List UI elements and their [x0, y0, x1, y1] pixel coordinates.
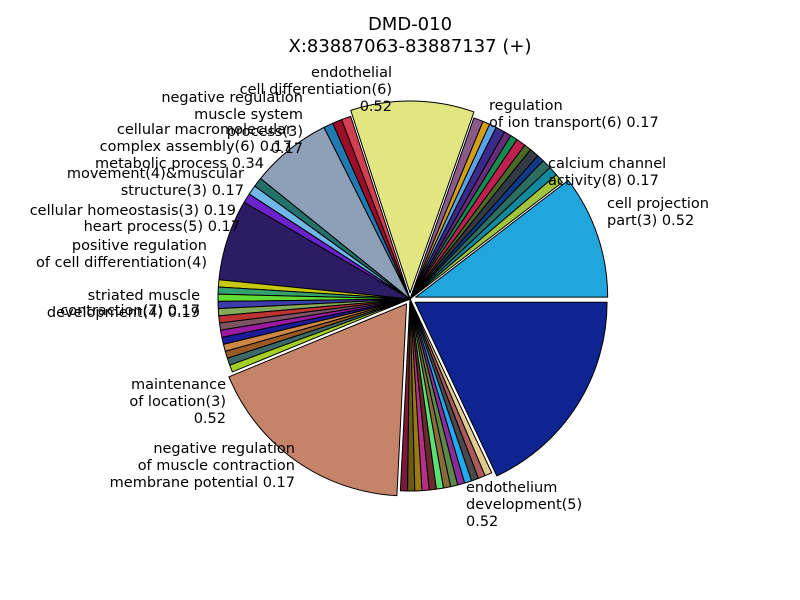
pie-slice — [229, 298, 411, 373]
slice-label: cellular macromolecular complex assembly(… — [100, 122, 292, 155]
chart-title-line-2: X:83887063-83887137 (+) — [289, 36, 532, 57]
slice-label: cell projection part(3) 0.52 — [607, 196, 709, 229]
chart-title-line-1: DMD-010 — [368, 14, 452, 35]
slice-label: calcium channel activity(8) 0.17 — [548, 156, 666, 189]
slice-label: cellular homeostasis(3) 0.19 — [30, 203, 236, 219]
pie-slice — [228, 303, 408, 497]
pie-slice — [409, 298, 493, 477]
pie-slice — [415, 179, 609, 298]
slice-label: negative regulation of muscle contraction… — [110, 441, 295, 491]
pie-slice — [414, 301, 608, 477]
slice-label: endothelial cell differentiation(6) 0.52 — [240, 65, 392, 115]
pie-slice — [409, 117, 484, 300]
slice-label: striated muscle development(4) 0.19 — [47, 288, 200, 321]
slice-label: metabolic process 0.34 — [95, 156, 264, 172]
slice-label: negative regulation muscle system process(… — [161, 90, 303, 157]
slice-label: movement(4)&muscular structure(3) 0.17 — [67, 166, 244, 199]
pie-slice — [350, 100, 475, 294]
slice-label: contraction(7) 0.17 — [60, 303, 200, 319]
slice-label: maintenance of location(3) 0.52 — [129, 377, 226, 427]
pie-labels: cell projection part(3) 0.52 endothelium de… — [30, 65, 709, 530]
pie-slices — [217, 100, 609, 497]
slice-label: positive regulation of cell differentiati… — [36, 238, 207, 271]
slice-label: endothelium development(5) 0.52 — [466, 480, 582, 530]
slice-label: heart process(5) 0.17 — [84, 219, 240, 235]
slice-label: regulation of ion transport(6) 0.17 — [489, 98, 659, 131]
